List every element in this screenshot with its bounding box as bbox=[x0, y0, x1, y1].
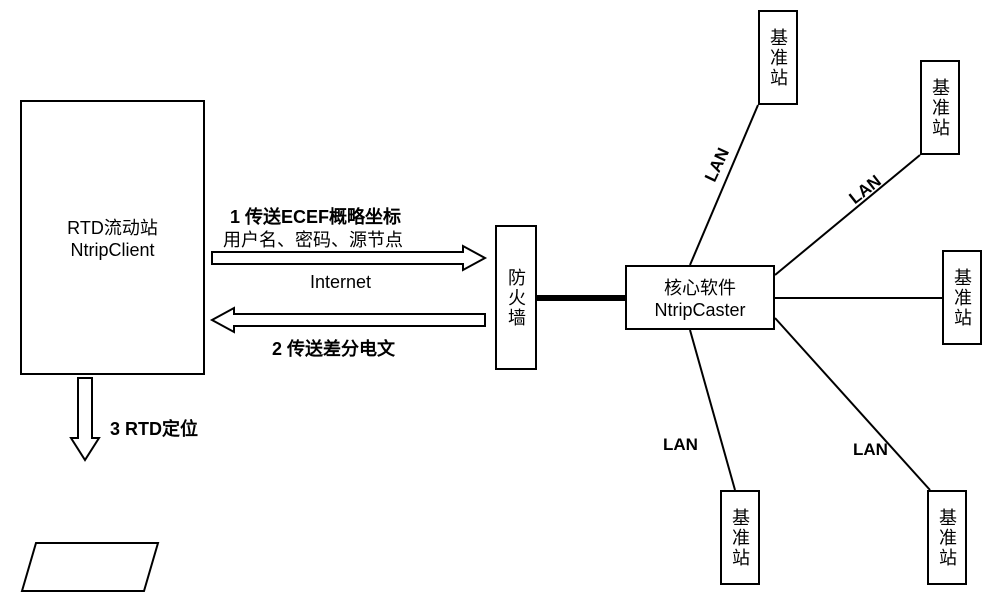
client-box: RTD流动站 NtripClient bbox=[20, 100, 205, 375]
rtd-pos-label: 3 RTD定位 bbox=[110, 415, 198, 441]
station-5-text: 基准站 bbox=[727, 508, 753, 568]
station-3-text: 基准站 bbox=[949, 268, 975, 328]
core-box: 核心软件 NtripCaster bbox=[625, 265, 775, 330]
station-4-text: 基准站 bbox=[934, 508, 960, 568]
station-2-text: 基准站 bbox=[927, 78, 953, 138]
station-1-text: 基准站 bbox=[765, 28, 791, 88]
firewall-box: 防火墙 bbox=[495, 225, 537, 370]
station-2: 基准站 bbox=[920, 60, 960, 155]
internet-label: Internet bbox=[310, 272, 371, 293]
core-line1: 核心软件 bbox=[654, 274, 745, 300]
lan-label-tr: LAN bbox=[846, 171, 886, 208]
firewall-text: 防火墙 bbox=[503, 268, 529, 328]
recv-label: 2 传送差分电文 bbox=[272, 335, 395, 361]
client-line1: RTD流动站 bbox=[67, 214, 158, 240]
lan-label-tl: LAN bbox=[701, 145, 734, 185]
client-line2: NtripClient bbox=[67, 240, 158, 261]
lan-label-br: LAN bbox=[853, 440, 888, 460]
station-1: 基准站 bbox=[758, 10, 798, 105]
station-4: 基准站 bbox=[927, 490, 967, 585]
ecef-output-text: ECEF坐标 bbox=[22, 557, 158, 583]
station-5: 基准站 bbox=[720, 490, 760, 585]
station-3: 基准站 bbox=[942, 250, 982, 345]
lan-label-bl: LAN bbox=[663, 435, 698, 455]
send-label-2: 用户名、密码、源节点 bbox=[223, 226, 403, 252]
core-line2: NtripCaster bbox=[654, 300, 745, 321]
